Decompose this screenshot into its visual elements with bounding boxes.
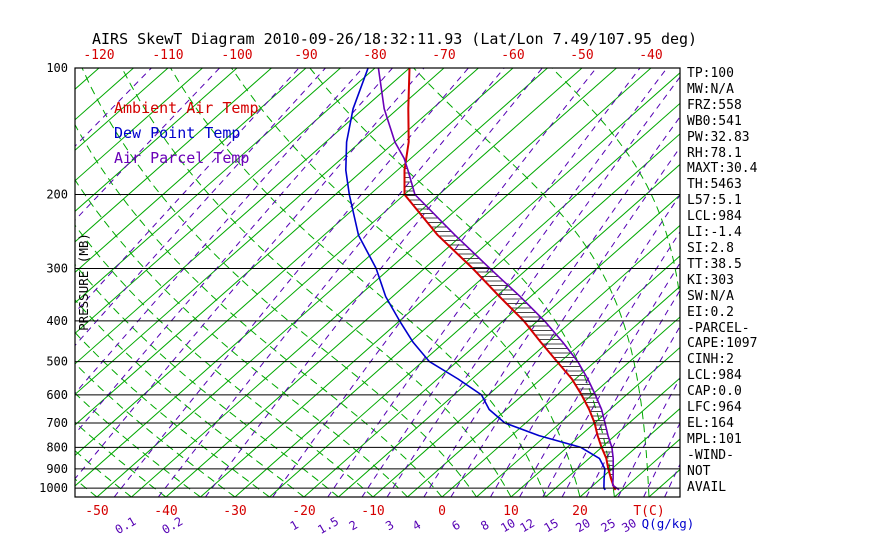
pressure-tick-label: 200 (46, 187, 68, 201)
pressure-tick-label: 600 (46, 388, 68, 402)
stat-line: -PARCEL- (687, 320, 750, 336)
pressure-tick-label: 300 (46, 261, 68, 275)
mixing-unit-label: Q(g/kg) (642, 516, 695, 531)
stat-line: CAP:0.0 (687, 384, 742, 400)
stat-line: FRZ:558 (687, 97, 742, 113)
top-temp-tick-label: -110 (152, 48, 183, 63)
stat-line: SI:2.8 (687, 240, 734, 256)
stat-line: WB0:541 (687, 113, 742, 129)
stat-line: LI:-1.4 (687, 225, 742, 241)
stat-line: MAXT:30.4 (687, 161, 758, 177)
mixing-ratio-tick-label: 3 (383, 518, 396, 534)
stat-line: RH:78.1 (687, 145, 742, 161)
stat-line: EI:0.2 (687, 304, 734, 320)
mixing-ratio-tick-label: 6 (449, 518, 462, 534)
stat-line: SW:N/A (687, 288, 734, 304)
stat-line: LFC:964 (687, 400, 742, 416)
mixing-ratio-tick-label: 12 (517, 516, 537, 535)
stats-panel: TP:100 MW:N/A FRZ:558 WB0:541 PW:32.83 RH:78.… (687, 66, 867, 495)
mixing-ratio-group (75, 68, 680, 497)
stat-line: -WIND- (687, 447, 734, 463)
mixing-ratio-tick-label: 15 (541, 516, 561, 535)
top-temp-tick-label: -70 (432, 48, 455, 63)
top-temp-tick-label: -80 (363, 48, 386, 63)
mixing-ratio-tick-label: 1.5 (315, 514, 341, 537)
pressure-tick-label: 400 (46, 314, 68, 328)
bottom-temp-tick-label: -40 (154, 504, 177, 519)
stat-line: PW:32.83 (687, 129, 750, 145)
pressure-tick-label: 700 (46, 416, 68, 430)
stat-line: TH:5463 (687, 177, 742, 193)
legend-item: Air Parcel Temp (114, 149, 250, 167)
bottom-temp-tick-label: 20 (572, 504, 588, 519)
chart-title: AIRS SkewT Diagram 2010-09-26/18:32:11.9… (92, 30, 698, 48)
cape-hatch-area (404, 164, 614, 481)
top-temp-tick-label: -50 (570, 48, 593, 63)
pressure-tick-label: 500 (46, 355, 68, 369)
bottom-temp-tick-label: -50 (85, 504, 108, 519)
legend-item: Ambient Air Temp (114, 99, 259, 117)
pressure-tick-label: 1000 (39, 481, 68, 495)
pressure-tick-label: 800 (46, 440, 68, 454)
plot-area (75, 68, 680, 497)
dew-point-curve (344, 68, 606, 491)
stat-line: TT:38.5 (687, 256, 742, 272)
stat-line: MW:N/A (687, 81, 734, 97)
top-temp-tick-label: -120 (83, 48, 114, 63)
stat-line: LCL:984 (687, 368, 742, 384)
pressure-tick-label: 900 (46, 462, 68, 476)
bottom-temp-tick-label: 10 (503, 504, 519, 519)
stat-line: CINH:2 (687, 352, 734, 368)
legend-item: Dew Point Temp (114, 124, 241, 142)
bottom-temp-tick-label: -10 (361, 504, 384, 519)
top-temp-tick-label: -100 (221, 48, 252, 63)
mixing-ratio-tick-label: 25 (598, 516, 618, 535)
pressure-tick-label: 100 (46, 61, 68, 75)
chart-legend: Ambient Air Temp Dew Point Temp Air Parcel… (114, 96, 259, 171)
stat-line: TP:100 (687, 66, 734, 81)
mixing-ratio-tick-label: 0.1 (113, 514, 139, 537)
pressure-axis-title: PRESSURE (MB) (76, 233, 91, 331)
mixing-ratio-tick-label: 10 (498, 516, 518, 535)
top-temp-tick-label: -60 (501, 48, 524, 63)
bottom-temp-tick-label: -30 (223, 504, 246, 519)
bottom-temp-tick-label: 0 (438, 504, 446, 519)
stat-line: AVAIL (687, 479, 727, 495)
mixing-ratio-tick-label: 2 (347, 518, 360, 534)
temp-unit-label: T(C) (633, 504, 664, 519)
moist-adiabats-group (75, 68, 680, 497)
ambient-temp-curve (403, 68, 617, 491)
stat-line: MPL:101 (687, 431, 742, 447)
plot-border (74, 67, 681, 498)
mixing-ratio-tick-label: 1 (288, 518, 301, 534)
stat-line: L57:5.1 (687, 193, 742, 209)
mixing-ratio-tick-label: 8 (478, 518, 491, 534)
bottom-temp-tick-label: -20 (292, 504, 315, 519)
mixing-ratio-tick-label: 4 (410, 518, 423, 534)
top-temp-tick-label: -40 (639, 48, 662, 63)
mixing-ratio-tick-label: 30 (619, 516, 639, 535)
stat-line: NOT (687, 463, 711, 479)
top-temp-tick-label: -90 (294, 48, 317, 63)
stat-line: LCL:984 (687, 209, 742, 225)
stat-line: CAPE:1097 (687, 336, 758, 352)
stat-line: EL:164 (687, 415, 734, 431)
stat-line: KI:303 (687, 272, 734, 288)
mixing-ratio-tick-label: 20 (573, 516, 593, 535)
